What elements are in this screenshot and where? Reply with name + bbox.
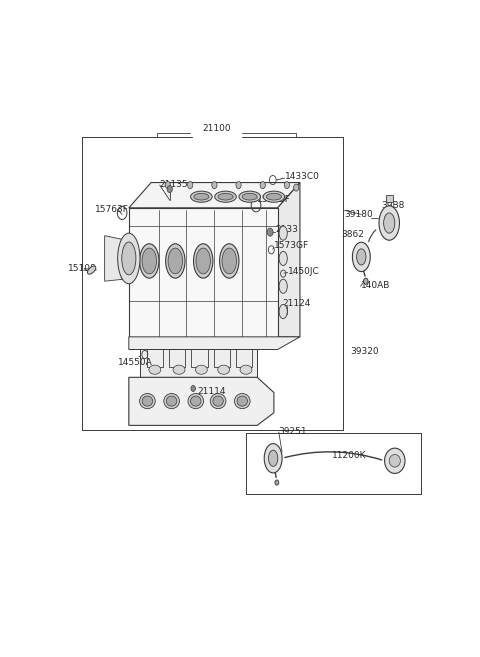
Ellipse shape xyxy=(384,448,405,474)
Text: 1573GF: 1573GF xyxy=(274,241,309,250)
Ellipse shape xyxy=(213,396,223,406)
Text: 21100: 21100 xyxy=(202,124,230,133)
Ellipse shape xyxy=(384,213,395,233)
Circle shape xyxy=(267,228,273,236)
Circle shape xyxy=(236,181,241,189)
Ellipse shape xyxy=(218,193,233,200)
Ellipse shape xyxy=(279,226,288,240)
Ellipse shape xyxy=(234,394,250,409)
Ellipse shape xyxy=(149,365,161,374)
Text: 21114: 21114 xyxy=(198,387,226,396)
Text: 21135: 21135 xyxy=(160,179,188,189)
Ellipse shape xyxy=(279,304,288,319)
Circle shape xyxy=(167,185,172,193)
Text: 39251: 39251 xyxy=(279,428,307,436)
Ellipse shape xyxy=(363,278,368,284)
PathPatch shape xyxy=(129,337,300,350)
Ellipse shape xyxy=(168,248,182,274)
Ellipse shape xyxy=(194,193,209,200)
Ellipse shape xyxy=(268,450,278,466)
Circle shape xyxy=(191,386,195,392)
Circle shape xyxy=(294,184,299,191)
Text: 39180: 39180 xyxy=(345,210,373,219)
Ellipse shape xyxy=(140,394,155,409)
PathPatch shape xyxy=(140,350,257,377)
Ellipse shape xyxy=(263,191,285,202)
Ellipse shape xyxy=(173,365,185,374)
Circle shape xyxy=(260,181,265,189)
Ellipse shape xyxy=(266,193,281,200)
Ellipse shape xyxy=(379,206,399,240)
Text: 39B8: 39B8 xyxy=(382,201,405,210)
PathPatch shape xyxy=(129,377,274,425)
Ellipse shape xyxy=(196,248,210,274)
Text: 140AB: 140AB xyxy=(360,281,390,290)
Ellipse shape xyxy=(352,242,370,271)
Ellipse shape xyxy=(195,365,207,374)
Text: 1433C0: 1433C0 xyxy=(285,172,320,181)
Ellipse shape xyxy=(389,455,400,467)
Text: 39320: 39320 xyxy=(350,346,379,355)
Text: 15763F: 15763F xyxy=(96,205,129,214)
Ellipse shape xyxy=(275,480,279,485)
Ellipse shape xyxy=(279,252,288,265)
Ellipse shape xyxy=(219,244,239,278)
Ellipse shape xyxy=(140,244,159,278)
Ellipse shape xyxy=(191,191,212,202)
Text: 14550A: 14550A xyxy=(118,357,153,367)
Ellipse shape xyxy=(167,396,177,406)
Ellipse shape xyxy=(142,248,156,274)
Ellipse shape xyxy=(279,279,288,293)
Ellipse shape xyxy=(118,233,140,284)
Ellipse shape xyxy=(164,394,180,409)
PathPatch shape xyxy=(105,236,129,281)
PathPatch shape xyxy=(277,183,300,337)
Ellipse shape xyxy=(357,249,366,265)
Text: 15108: 15108 xyxy=(68,264,97,273)
Text: 3862: 3862 xyxy=(341,230,364,239)
Ellipse shape xyxy=(166,244,185,278)
Ellipse shape xyxy=(87,266,96,274)
Text: 11200K: 11200K xyxy=(332,451,366,460)
Text: 1450JC: 1450JC xyxy=(288,267,319,275)
Ellipse shape xyxy=(215,191,236,202)
PathPatch shape xyxy=(385,195,393,202)
Ellipse shape xyxy=(142,396,153,406)
Ellipse shape xyxy=(240,365,252,374)
Ellipse shape xyxy=(210,394,226,409)
Ellipse shape xyxy=(191,396,201,406)
Text: 15763F: 15763F xyxy=(257,194,291,204)
Circle shape xyxy=(212,181,217,189)
Ellipse shape xyxy=(218,365,229,374)
Circle shape xyxy=(188,181,193,189)
Circle shape xyxy=(165,181,170,189)
Ellipse shape xyxy=(122,242,136,275)
Ellipse shape xyxy=(264,443,282,473)
Text: 2133: 2133 xyxy=(275,225,298,234)
Ellipse shape xyxy=(188,394,204,409)
PathPatch shape xyxy=(129,183,300,208)
Ellipse shape xyxy=(237,396,248,406)
PathPatch shape xyxy=(129,208,277,337)
Circle shape xyxy=(284,181,289,189)
Text: 21124: 21124 xyxy=(282,300,311,308)
Ellipse shape xyxy=(242,193,257,200)
Ellipse shape xyxy=(193,244,213,278)
Ellipse shape xyxy=(239,191,261,202)
Ellipse shape xyxy=(222,248,237,274)
